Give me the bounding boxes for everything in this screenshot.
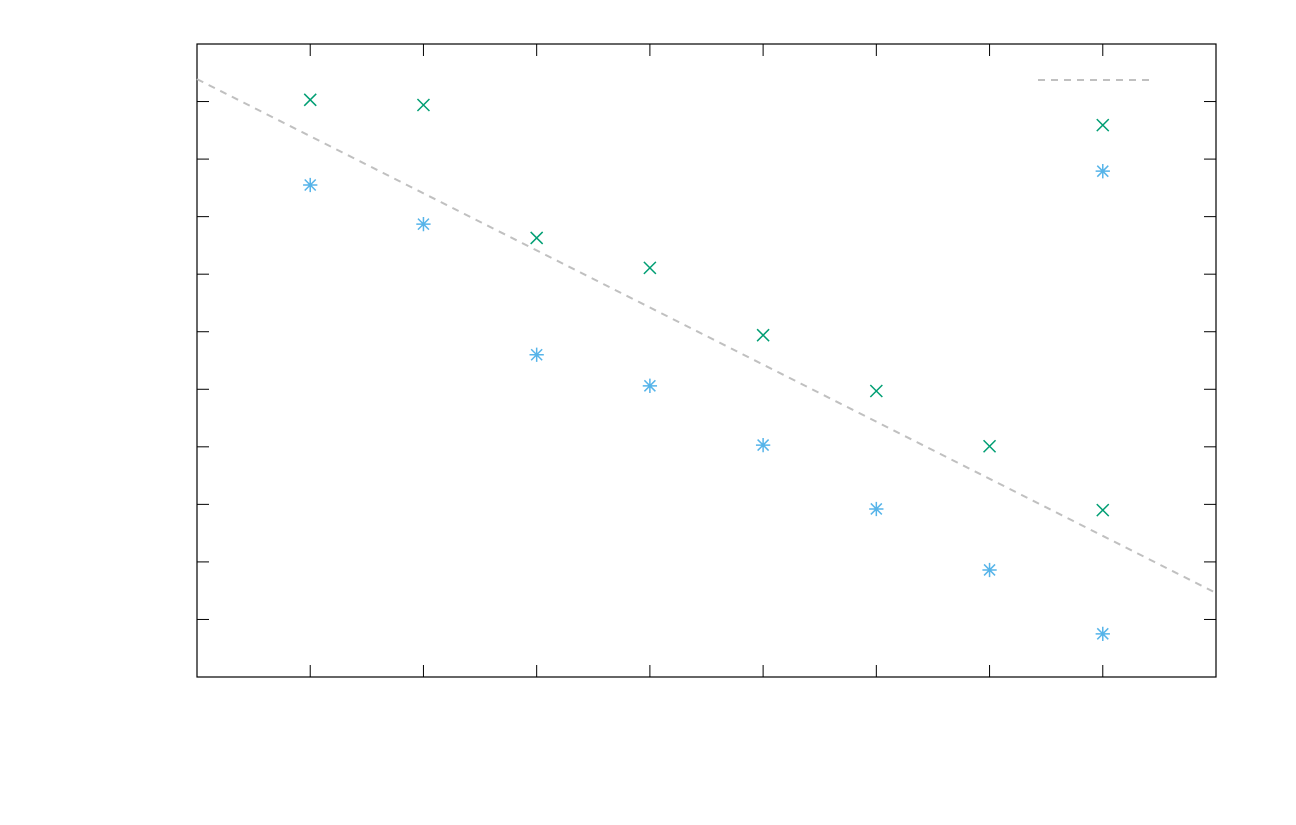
fit-line: [196, 78, 1217, 594]
point: [303, 177, 318, 193]
point: [1095, 626, 1110, 641]
point: [530, 231, 544, 245]
point: [303, 93, 317, 107]
point: [755, 437, 771, 453]
point: [1096, 503, 1110, 517]
plot-frame: [196, 43, 1217, 678]
point: [643, 261, 657, 275]
point: [869, 384, 883, 398]
point: [1096, 118, 1110, 132]
point: [982, 562, 997, 578]
point: [983, 439, 997, 453]
point: [869, 501, 884, 517]
point: [416, 216, 431, 232]
point: [529, 347, 544, 362]
point: [416, 98, 430, 112]
point: [642, 378, 658, 393]
point: [1095, 164, 1110, 179]
point: [756, 328, 770, 342]
